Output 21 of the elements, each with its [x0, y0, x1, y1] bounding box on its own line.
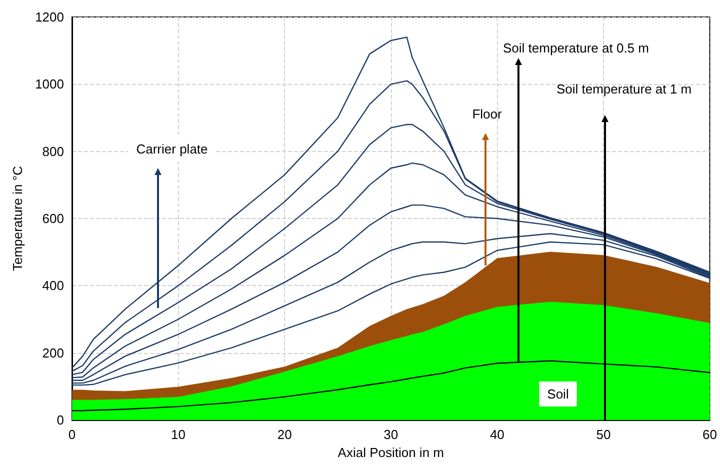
- y-tick-label: 0: [56, 412, 64, 428]
- y-tick-label: 1000: [35, 76, 64, 92]
- y-tick-label: 1200: [35, 10, 64, 24]
- y-tick-label: 800: [42, 144, 64, 159]
- x-tick-label: 30: [384, 427, 398, 442]
- annotation: Carrier plate: [136, 142, 208, 156]
- y-tick-label: 600: [42, 211, 64, 226]
- y-axis-title: Temperature in °C: [10, 166, 25, 271]
- x-axis-title: Axial Position in m: [338, 444, 444, 460]
- annotation: Soil: [547, 386, 569, 402]
- annotation: Soil temperature at 0.5 m: [503, 40, 649, 56]
- y-tick-label: 400: [42, 278, 64, 294]
- annotation: Floor: [472, 106, 502, 122]
- x-tick-label: 10: [171, 427, 186, 442]
- x-tick-label: 20: [277, 427, 292, 442]
- x-tick-label: 60: [702, 427, 718, 442]
- annotation: Soil temperature at 1 m: [556, 82, 692, 96]
- y-tick-label: 200: [42, 345, 64, 360]
- x-tick-label: 50: [596, 427, 611, 442]
- x-tick-label: 40: [490, 427, 504, 442]
- x-tick-label: 0: [68, 427, 76, 442]
